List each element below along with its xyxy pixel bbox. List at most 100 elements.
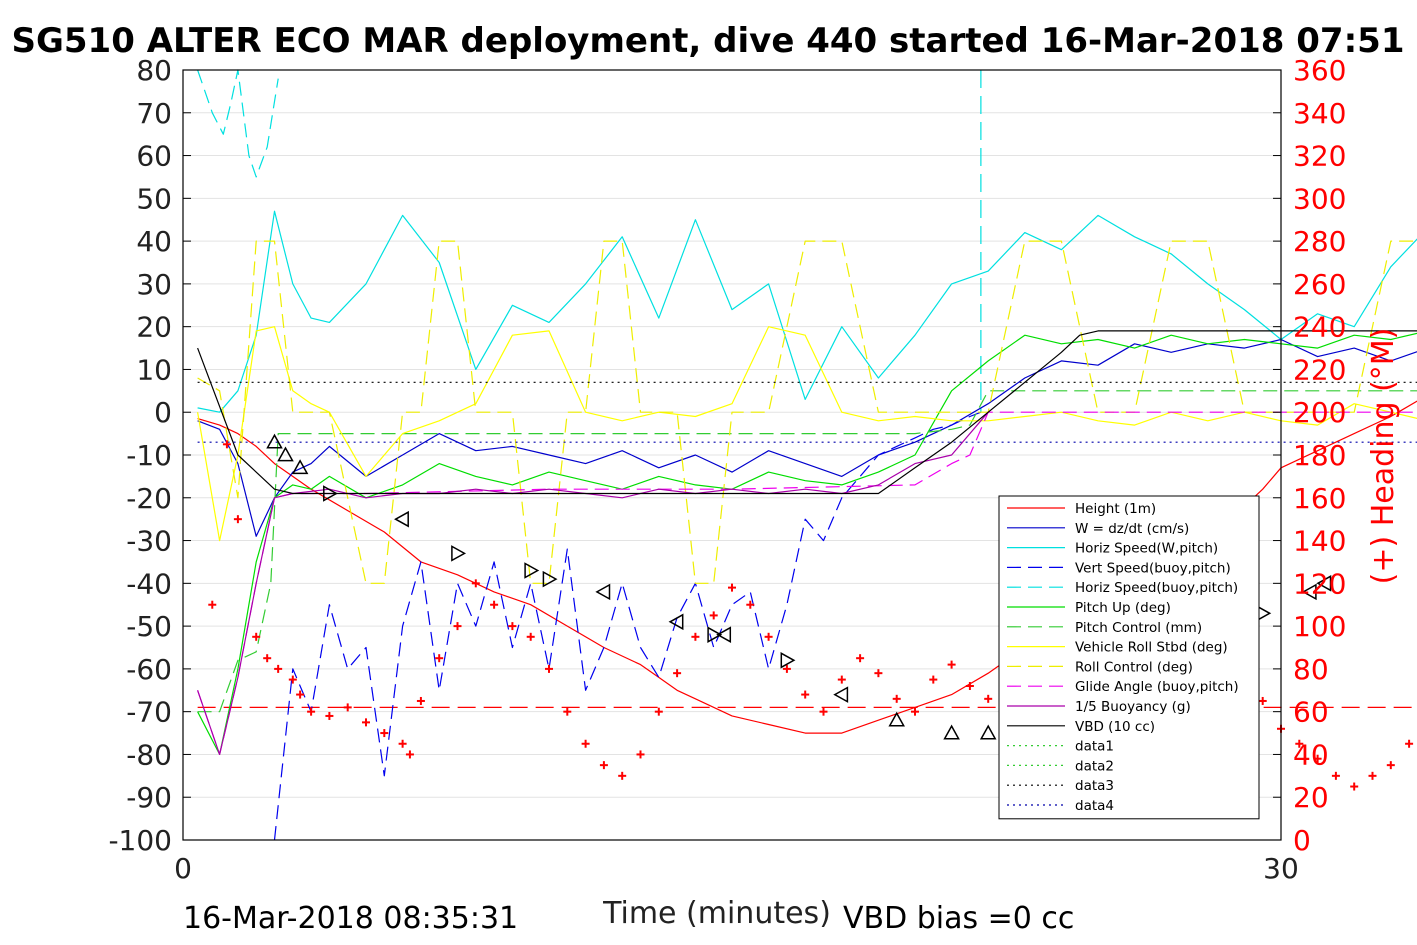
right-tick-label-17: 20 bbox=[1293, 781, 1329, 814]
triangle-marker-3 bbox=[323, 485, 338, 502]
heading-point bbox=[837, 675, 846, 684]
legend-label-w: W = dz/dt (cm/s) bbox=[1075, 521, 1189, 537]
heading-point bbox=[782, 664, 791, 673]
triangle-marker-6 bbox=[524, 562, 540, 579]
heading-point bbox=[1386, 761, 1395, 770]
left-tick-label-17: -90 bbox=[126, 781, 172, 814]
legend-label-vbd: VBD (10 cc) bbox=[1075, 719, 1155, 735]
right-tick-label-11: 140 bbox=[1293, 525, 1346, 558]
series-line-height bbox=[197, 400, 1417, 734]
heading-point bbox=[581, 739, 590, 748]
x-axis-label: Time (minutes) bbox=[602, 896, 831, 931]
footer-timestamp: 16-Mar-2018 08:35:31 bbox=[183, 901, 518, 936]
legend-label-height: Height (1m) bbox=[1075, 501, 1156, 517]
series-line-pitch_control bbox=[197, 390, 1417, 713]
series-line-roll bbox=[197, 326, 1417, 542]
right-tick-label-0: 360 bbox=[1293, 54, 1346, 87]
heading-point bbox=[929, 675, 938, 684]
heading-point bbox=[599, 761, 608, 770]
left-tick-label-5: 30 bbox=[136, 268, 172, 301]
legend: Height (1m) W = dz/dt (cm/s) Horiz Speed(W… bbox=[998, 495, 1260, 820]
heading-point bbox=[874, 669, 883, 678]
heading-point bbox=[563, 707, 572, 716]
heading-point bbox=[673, 669, 682, 678]
heading-point bbox=[764, 632, 773, 641]
left-tick-label-15: -70 bbox=[126, 696, 172, 729]
series-line-horiz_w bbox=[197, 210, 1417, 413]
legend-label-data2: data2 bbox=[1075, 758, 1114, 774]
x-tick-label-0: 0 bbox=[174, 852, 192, 885]
chart-title: SG510 ALTER ECO MAR deployment, dive 440… bbox=[11, 21, 1404, 61]
right-tick-label-9: 180 bbox=[1293, 439, 1346, 472]
right-tick-label-15: 60 bbox=[1293, 696, 1329, 729]
heading-point bbox=[728, 583, 736, 592]
left-tick-label-3: 50 bbox=[136, 182, 172, 215]
heading-point bbox=[405, 750, 414, 759]
left-tick-label-7: 10 bbox=[136, 353, 172, 386]
legend-label-horiz_w: Horiz Speed(W,pitch) bbox=[1075, 541, 1218, 557]
heading-point bbox=[416, 696, 425, 705]
right-tick-label-12: 120 bbox=[1293, 567, 1346, 600]
heading-point bbox=[508, 622, 517, 631]
triangle-marker-14 bbox=[888, 711, 905, 727]
triangle-marker-20 bbox=[1301, 583, 1317, 601]
right-tick-label-18: 0 bbox=[1293, 824, 1311, 857]
heading-point bbox=[208, 600, 217, 609]
left-tick-label-9: -10 bbox=[126, 439, 172, 472]
legend-label-data1: data1 bbox=[1075, 739, 1114, 755]
heading-point bbox=[471, 579, 480, 588]
heading-point bbox=[618, 771, 627, 780]
triangle-marker-13 bbox=[833, 686, 849, 703]
left-tick-label-11: -30 bbox=[126, 525, 172, 558]
heading-point bbox=[1331, 771, 1340, 780]
right-tick-label-8: 200 bbox=[1293, 396, 1346, 429]
heading-point bbox=[263, 654, 272, 663]
right-tick-label-10: 160 bbox=[1293, 482, 1346, 515]
legend-label-pitch_control: Pitch Control (mm) bbox=[1075, 620, 1202, 636]
right-tick-label-4: 280 bbox=[1293, 225, 1346, 258]
heading-point bbox=[526, 632, 535, 641]
left-tick-label-1: 70 bbox=[136, 97, 172, 130]
heading-point bbox=[274, 664, 283, 673]
heading-point bbox=[545, 664, 553, 673]
heading-point bbox=[911, 707, 919, 716]
heading-point bbox=[453, 622, 462, 631]
left-tick-label-12: -40 bbox=[126, 567, 172, 600]
triangle-marker-2 bbox=[291, 459, 309, 475]
triangle-marker-7 bbox=[542, 570, 558, 588]
legend-label-pitch_up: Pitch Up (deg) bbox=[1075, 600, 1171, 616]
heading-point bbox=[325, 711, 334, 720]
x-axis: 0 30 bbox=[174, 832, 1299, 885]
right-tick-label-13: 100 bbox=[1293, 610, 1346, 643]
right-tick-label-6: 240 bbox=[1293, 311, 1346, 344]
heading-point bbox=[654, 707, 663, 716]
right-tick-label-16: 40 bbox=[1293, 738, 1329, 771]
right-tick-label-3: 300 bbox=[1293, 182, 1346, 215]
triangle-marker-9 bbox=[668, 613, 684, 631]
heading-point bbox=[398, 739, 407, 748]
series-line-vbd bbox=[197, 330, 1417, 495]
left-tick-label-8: 0 bbox=[154, 396, 172, 429]
series-line-vert_buoy bbox=[273, 411, 982, 841]
right-tick-label-14: 80 bbox=[1293, 653, 1329, 686]
legend-box bbox=[998, 495, 1260, 820]
right-tick-label-5: 260 bbox=[1293, 268, 1346, 301]
heading-point bbox=[1405, 739, 1414, 748]
heading-point bbox=[636, 750, 645, 759]
heading-point bbox=[746, 600, 755, 609]
triangle-marker-10 bbox=[707, 626, 723, 643]
footer-vbd-bias: VBD bias =0 cc bbox=[843, 901, 1074, 936]
heading-point bbox=[984, 694, 993, 703]
legend-label-data4: data4 bbox=[1075, 798, 1114, 814]
legend-label-buoyancy: 1/5 Buoyancy (g) bbox=[1075, 699, 1191, 715]
series-layer bbox=[197, 69, 1417, 841]
series-line-pitch_up bbox=[197, 332, 1417, 756]
triangle-marker-1 bbox=[277, 446, 294, 462]
heading-point bbox=[362, 718, 370, 727]
legend-label-roll: Vehicle Roll Stbd (deg) bbox=[1075, 640, 1228, 656]
left-tick-label-14: -60 bbox=[126, 653, 172, 686]
right-tick-label-7: 220 bbox=[1293, 353, 1346, 386]
triangle-marker-12 bbox=[780, 652, 796, 669]
heading-point bbox=[1313, 754, 1322, 763]
